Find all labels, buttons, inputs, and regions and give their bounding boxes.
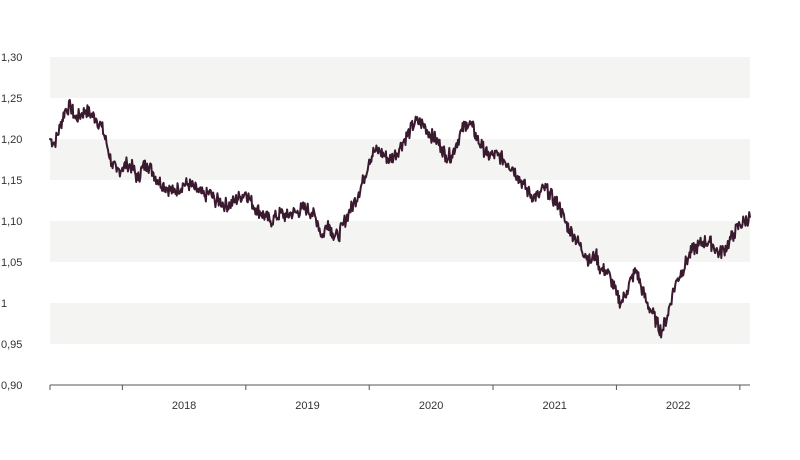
background-bands bbox=[50, 57, 750, 344]
y-axis-tick-labels: 0,90 0,95 1 1,05 1,10 1,15 1,20 1,25 1,30 bbox=[1, 52, 22, 392]
x-axis: 2018 2019 2020 2021 2022 bbox=[49, 384, 750, 412]
y-tick-label: 1,15 bbox=[1, 175, 22, 187]
y-tick-label: 1,30 bbox=[1, 52, 22, 64]
x-tick-label: 2018 bbox=[172, 400, 196, 412]
x-tick-label: 2019 bbox=[295, 400, 319, 412]
x-tick-label: 2020 bbox=[419, 400, 443, 412]
y-tick-label: 1,10 bbox=[1, 216, 22, 228]
series-line bbox=[49, 98, 751, 339]
y-tick-label: 0,90 bbox=[1, 380, 22, 392]
y-tick-label: 1,05 bbox=[1, 257, 22, 269]
y-tick-label: 1 bbox=[1, 298, 7, 310]
grid-band bbox=[50, 221, 750, 262]
y-tick-label: 1,25 bbox=[1, 93, 22, 105]
x-tick-label: 2022 bbox=[666, 400, 690, 412]
series-group bbox=[49, 98, 751, 339]
grid-band bbox=[50, 57, 750, 98]
grid-band bbox=[50, 303, 750, 344]
y-tick-label: 0,95 bbox=[1, 339, 22, 351]
x-tick-label: 2021 bbox=[542, 400, 566, 412]
y-tick-label: 1,20 bbox=[1, 134, 22, 146]
